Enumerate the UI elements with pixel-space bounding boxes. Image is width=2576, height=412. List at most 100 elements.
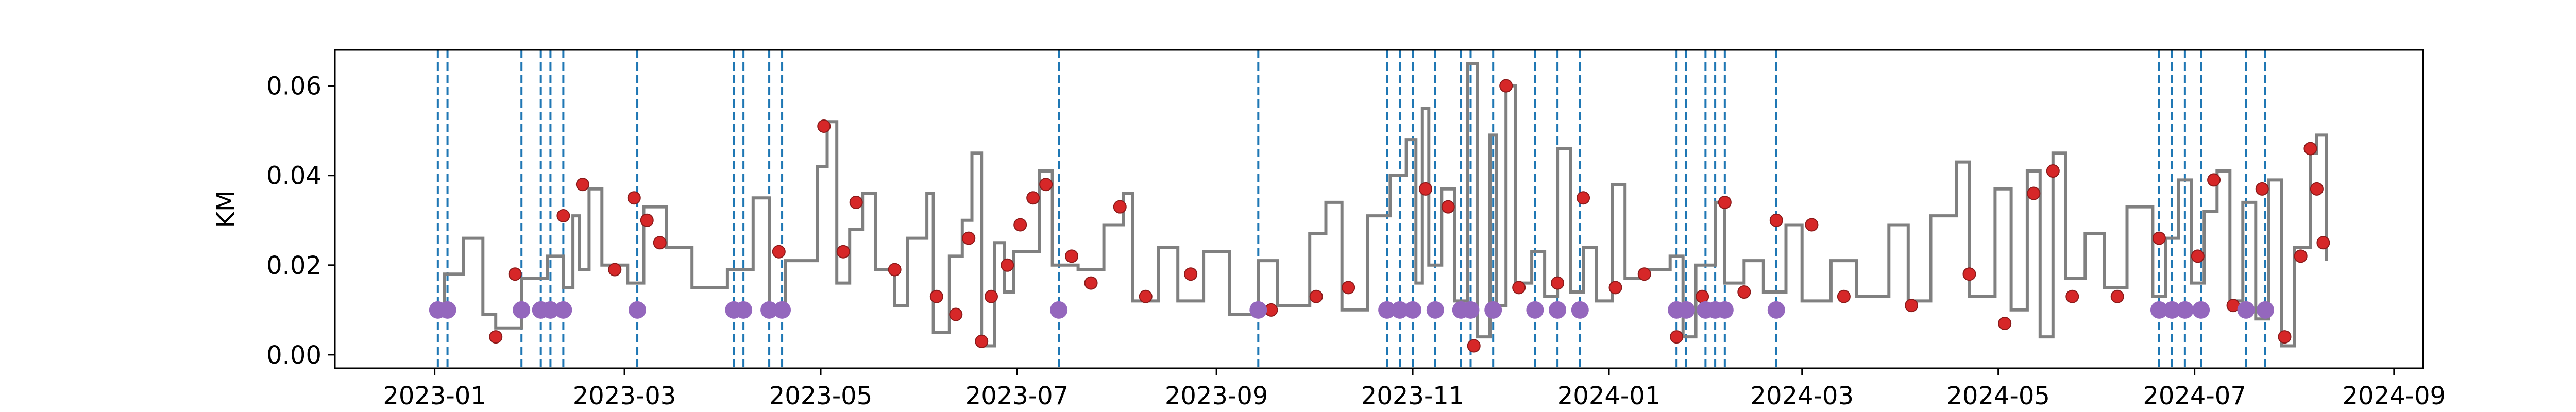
event-marker [1767, 301, 1785, 319]
observed-point [653, 236, 667, 250]
event-markers [429, 301, 2274, 319]
y-tick-label: 0.06 [266, 72, 321, 101]
observed-point [608, 263, 622, 277]
x-axis-ticks: 2023-01 2023-03 2023-05 2023-07 2023-09 2023-… [383, 368, 2446, 410]
observed-point [2110, 289, 2124, 303]
observed-point [1419, 182, 1433, 196]
observed-point [2310, 182, 2324, 196]
event-marker [1249, 301, 1267, 319]
observed-point [929, 289, 943, 303]
event-marker [2256, 301, 2274, 319]
event-marker [554, 301, 572, 319]
observed-point [2046, 164, 2060, 178]
km-step-line-group [434, 62, 2328, 348]
event-marker [1484, 301, 1502, 319]
observed-point [575, 178, 589, 192]
observed-point [849, 195, 863, 209]
event-marker [1050, 301, 1068, 319]
observed-point [1905, 299, 1919, 313]
event-marker [513, 301, 531, 319]
x-tick-label: 2023-07 [965, 382, 1069, 410]
observed-point [1637, 267, 1651, 281]
x-tick-label: 2024-07 [2143, 382, 2246, 410]
x-tick-label: 2024-05 [1946, 382, 2050, 410]
x-tick-label: 2024-03 [1750, 382, 1854, 410]
observed-point [1805, 218, 1819, 232]
event-marker [541, 301, 560, 319]
observed-point [1577, 191, 1590, 205]
observed-point [556, 209, 570, 223]
observed-point [1001, 258, 1014, 272]
event-marker [2163, 301, 2181, 319]
event-marker [760, 301, 778, 319]
observed-points [489, 79, 2330, 353]
observed-point [1962, 267, 1976, 281]
observed-point [2294, 249, 2308, 263]
x-tick-label: 2024-01 [1557, 382, 1661, 410]
observed-point [640, 213, 654, 227]
observed-point [1499, 79, 1513, 93]
observed-point [1139, 289, 1153, 303]
observed-point [508, 267, 522, 281]
observed-point [1718, 195, 1732, 209]
observed-point [627, 191, 641, 205]
observed-point [1551, 276, 1565, 290]
observed-point [1998, 316, 2012, 330]
observed-point [1184, 267, 1198, 281]
observed-point [975, 334, 989, 348]
observed-point [1670, 330, 1684, 344]
event-marker [1462, 301, 1480, 319]
event-vlines [436, 50, 2266, 368]
event-marker [629, 301, 647, 319]
observed-point [2278, 330, 2292, 344]
observed-point [489, 330, 503, 344]
event-marker [1378, 301, 1396, 319]
x-tick-label: 2023-01 [383, 382, 486, 410]
event-marker [1549, 301, 1567, 319]
y-axis-label: KM [212, 191, 241, 228]
observed-point [2027, 186, 2041, 200]
observed-point [2065, 289, 2079, 303]
x-tick-label: 2024-09 [2343, 382, 2446, 410]
observed-point [949, 307, 963, 321]
event-marker [438, 301, 456, 319]
y-tick-label: 0.04 [266, 162, 321, 191]
observed-point [772, 245, 786, 259]
event-marker [1391, 301, 1409, 319]
observed-point [2316, 236, 2330, 250]
x-tick-label: 2023-05 [769, 382, 873, 410]
plot-frame [334, 49, 2424, 369]
observed-point [2303, 142, 2317, 156]
observed-point [1013, 218, 1027, 232]
observed-point [1769, 213, 1783, 227]
observed-point [1737, 285, 1751, 299]
event-marker [2150, 301, 2168, 319]
x-tick-label: 2023-03 [573, 382, 676, 410]
event-marker [2176, 301, 2194, 319]
observed-point [1039, 178, 1053, 192]
observed-point [817, 119, 831, 133]
observed-point [1512, 281, 1526, 295]
observed-point [888, 263, 902, 277]
observed-point [1342, 281, 1355, 295]
x-tick-label: 2023-11 [1361, 382, 1465, 410]
observed-point [1026, 191, 1040, 205]
observed-point [1696, 289, 1709, 303]
observed-point [2191, 249, 2205, 263]
observed-point [1467, 339, 1481, 353]
y-axis-ticks: 0.00 0.02 0.04 0.06 [266, 72, 335, 370]
observed-point [1608, 281, 1622, 295]
km-step-line [434, 62, 2328, 348]
event-marker [1571, 301, 1589, 319]
observed-point [1065, 249, 1079, 263]
y-tick-label: 0.00 [266, 341, 321, 370]
event-marker [2192, 301, 2210, 319]
observed-point [1309, 289, 1323, 303]
event-marker [1426, 301, 1444, 319]
observed-point [1084, 276, 1098, 290]
observed-point [1113, 200, 1127, 214]
event-marker [773, 301, 791, 319]
event-marker [2237, 301, 2255, 319]
